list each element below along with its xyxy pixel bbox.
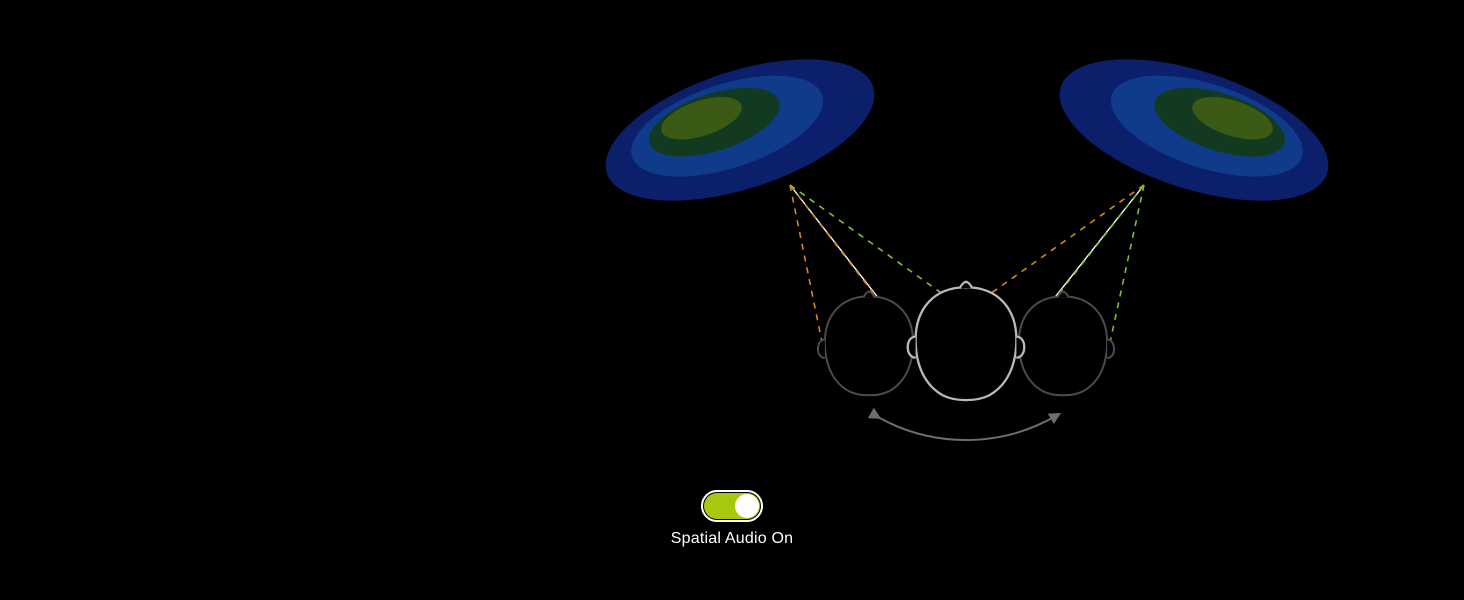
head-ghost-left [818, 292, 920, 396]
head-ghost-right [1012, 292, 1114, 396]
speaker-left [589, 31, 892, 229]
head-motion-arc [876, 416, 1056, 440]
head-center [908, 282, 1025, 400]
speaker-right [1043, 31, 1346, 229]
spatial-audio-diagram: Spatial Audio On [0, 0, 1464, 600]
spatial-audio-toggle-label: Spatial Audio On [671, 530, 793, 548]
spatial-audio-toggle-group: Spatial Audio On [0, 490, 1464, 548]
spatial-audio-toggle[interactable] [701, 490, 763, 522]
toggle-knob [735, 494, 759, 518]
